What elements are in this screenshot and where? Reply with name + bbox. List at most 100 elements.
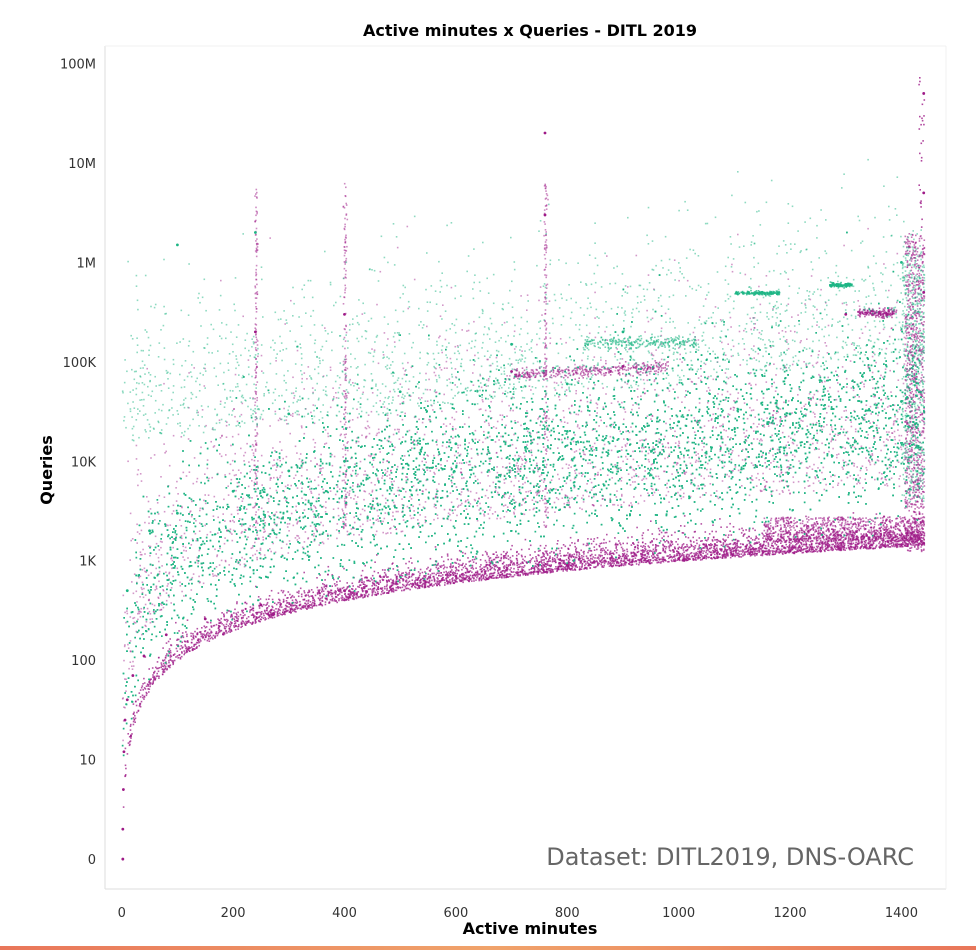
scatter-dot xyxy=(653,551,655,553)
scatter-dot xyxy=(498,568,500,570)
scatter-dot xyxy=(721,557,723,559)
scatter-dot xyxy=(615,559,617,561)
scatter-dot xyxy=(875,546,877,548)
scatter-dot xyxy=(461,565,463,567)
scatter-dot xyxy=(748,536,750,538)
scatter-dot xyxy=(799,530,801,532)
scatter-dot xyxy=(807,540,809,542)
scatter-dot xyxy=(820,523,822,525)
scatter-dot xyxy=(236,603,238,605)
scatter-dot xyxy=(582,563,584,565)
scatter-dot xyxy=(266,609,268,611)
scatter-dot xyxy=(394,590,396,592)
scatter-dot xyxy=(829,546,831,548)
scatter-dot xyxy=(727,549,729,551)
scatter-dot xyxy=(152,667,154,669)
scatter-dot xyxy=(522,559,524,561)
scatter-dot xyxy=(396,576,398,578)
scatter-dot xyxy=(276,604,278,606)
scatter-dot xyxy=(512,444,514,446)
scatter-dot xyxy=(327,574,329,576)
scatter-dot xyxy=(872,539,874,541)
scatter-dot xyxy=(482,568,484,570)
scatter-dot xyxy=(545,506,547,508)
scatter-dot xyxy=(509,569,511,571)
scatter-dot xyxy=(644,548,646,550)
scatter-dot xyxy=(671,556,673,558)
scatter-dot xyxy=(682,544,684,546)
scatter-dot xyxy=(540,545,542,547)
scatter-dot xyxy=(579,566,581,568)
scatter-dot xyxy=(204,631,206,633)
scatter-dot xyxy=(303,572,305,574)
scatter-dot xyxy=(546,568,548,570)
scatter-dot xyxy=(841,545,843,547)
scatter-dot xyxy=(715,531,717,533)
scatter-dot xyxy=(193,645,195,647)
scatter-dot xyxy=(908,522,910,524)
scatter-dot xyxy=(884,545,886,547)
scatter-dot xyxy=(823,452,825,454)
scatter-dot xyxy=(813,551,815,553)
scatter-dot xyxy=(441,369,443,371)
scatter-dot xyxy=(793,547,795,549)
scatter-dot xyxy=(272,617,274,619)
scatter-dot xyxy=(493,575,495,577)
scatter-dot xyxy=(887,546,889,548)
scatter-dot xyxy=(656,545,658,547)
scatter-dot xyxy=(514,564,516,566)
scatter-dot xyxy=(722,545,724,547)
scatter-dot xyxy=(342,599,344,601)
scatter-dot xyxy=(656,560,658,562)
scatter-dot xyxy=(182,632,184,634)
scatter-dot xyxy=(841,525,843,527)
scatter-dot xyxy=(727,544,729,546)
scatter-dot xyxy=(782,551,784,553)
scatter-dot xyxy=(632,542,634,544)
scatter-dot xyxy=(198,645,200,647)
scatter-dot xyxy=(240,627,242,629)
scatter-dot xyxy=(766,417,768,419)
scatter-dot xyxy=(859,522,861,524)
scatter-dot xyxy=(418,397,420,399)
scatter-dot xyxy=(664,551,666,553)
scatter-dot xyxy=(224,520,226,522)
scatter-dot xyxy=(504,482,506,484)
scatter-dot xyxy=(710,545,712,547)
scatter-dot xyxy=(144,682,146,684)
scatter-dot xyxy=(286,419,288,421)
scatter-dot xyxy=(563,562,565,564)
scatter-dot xyxy=(810,538,812,540)
scatter-dot xyxy=(478,580,480,582)
scatter-dot xyxy=(652,560,654,562)
scatter-dot xyxy=(535,556,537,558)
scatter-dot xyxy=(475,556,477,558)
scatter-dot xyxy=(397,588,399,590)
scatter-dot xyxy=(280,605,282,607)
scatter-dot xyxy=(216,624,218,626)
scatter-dot xyxy=(176,639,178,641)
scatter-dot xyxy=(785,544,787,546)
scatter-dot xyxy=(427,389,429,391)
scatter-dot xyxy=(552,559,554,561)
scatter-dot xyxy=(272,599,274,601)
scatter-dot xyxy=(437,564,439,566)
scatter-dot xyxy=(853,512,855,514)
scatter-dot xyxy=(557,554,559,556)
scatter-dot xyxy=(750,538,752,540)
scatter-dot xyxy=(638,559,640,561)
scatter-dot xyxy=(590,400,592,402)
scatter-dot xyxy=(477,570,479,572)
scatter-dot xyxy=(134,721,136,723)
scatter-dot xyxy=(274,602,276,604)
scatter-dot xyxy=(330,599,332,601)
scatter-dot xyxy=(493,559,495,561)
scatter-dot xyxy=(424,577,426,579)
scatter-dot xyxy=(683,532,685,534)
scatter-dot xyxy=(253,446,255,448)
scatter-dot xyxy=(454,562,456,564)
scatter-dot xyxy=(164,496,166,498)
scatter-dot xyxy=(741,553,743,555)
scatter-dot xyxy=(503,577,505,579)
scatter-dot xyxy=(224,543,226,545)
